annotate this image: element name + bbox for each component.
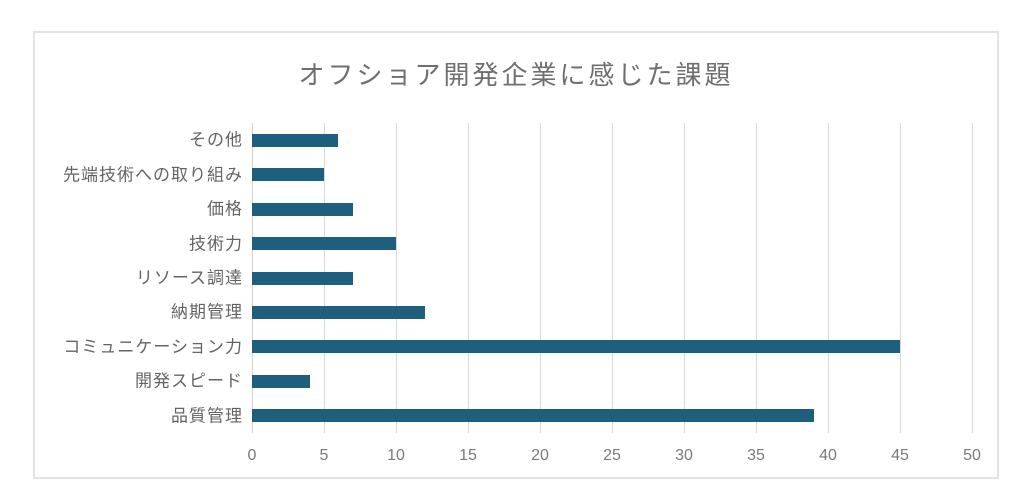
- gridline: [899, 123, 901, 433]
- bar-chart: オフショア開発企業に感じた課題 その他先端技術への取り組み価格技術力リソース調達…: [33, 31, 999, 479]
- value-axis: 0 5 10 15 20 25 30 35 40 45 50: [248, 445, 981, 467]
- gridline: [827, 123, 829, 433]
- x-tick-label: 30: [675, 447, 693, 464]
- bar: [252, 168, 324, 182]
- category-label: 先端技術への取り組み: [63, 165, 243, 185]
- category-label: 価格: [207, 199, 243, 219]
- x-tick-label: 0: [247, 447, 257, 464]
- category-label: リソース調達: [135, 268, 243, 288]
- plot-area: その他先端技術への取り組み価格技術力リソース調達納期管理コミュニケーション力開発…: [63, 123, 973, 433]
- bar: [252, 133, 339, 147]
- x-tick-label: 10: [387, 447, 405, 464]
- gridline: [395, 123, 397, 433]
- x-tick-label: 45: [891, 447, 909, 464]
- gridline: [611, 123, 613, 433]
- bar: [252, 237, 396, 251]
- category-label: 開発スピード: [135, 371, 243, 391]
- category-label: その他: [189, 130, 243, 150]
- x-tick-label: 25: [603, 447, 621, 464]
- x-tick-label: 35: [747, 447, 765, 464]
- bar: [252, 271, 353, 285]
- bar: [252, 202, 353, 216]
- gridline: [755, 123, 757, 433]
- x-tick-label: 15: [459, 447, 477, 464]
- category-label: コミュニケーション力: [63, 337, 243, 357]
- category-label: 品質管理: [171, 406, 243, 426]
- bar: [252, 409, 814, 423]
- x-tick-label: 50: [963, 447, 981, 464]
- gridline: [683, 123, 685, 433]
- gridline: [467, 123, 469, 433]
- category-label: 技術力: [189, 234, 243, 254]
- category-label: 納期管理: [171, 302, 243, 322]
- bar: [252, 305, 425, 319]
- chart-title: オフショア開発企業に感じた課題: [298, 60, 734, 90]
- bar: [252, 340, 900, 354]
- x-tick-label: 20: [531, 447, 549, 464]
- bar: [252, 374, 310, 388]
- gridline: [539, 123, 541, 433]
- x-tick-label: 40: [819, 447, 837, 464]
- gridline: [971, 123, 973, 433]
- x-tick-label: 5: [319, 447, 329, 464]
